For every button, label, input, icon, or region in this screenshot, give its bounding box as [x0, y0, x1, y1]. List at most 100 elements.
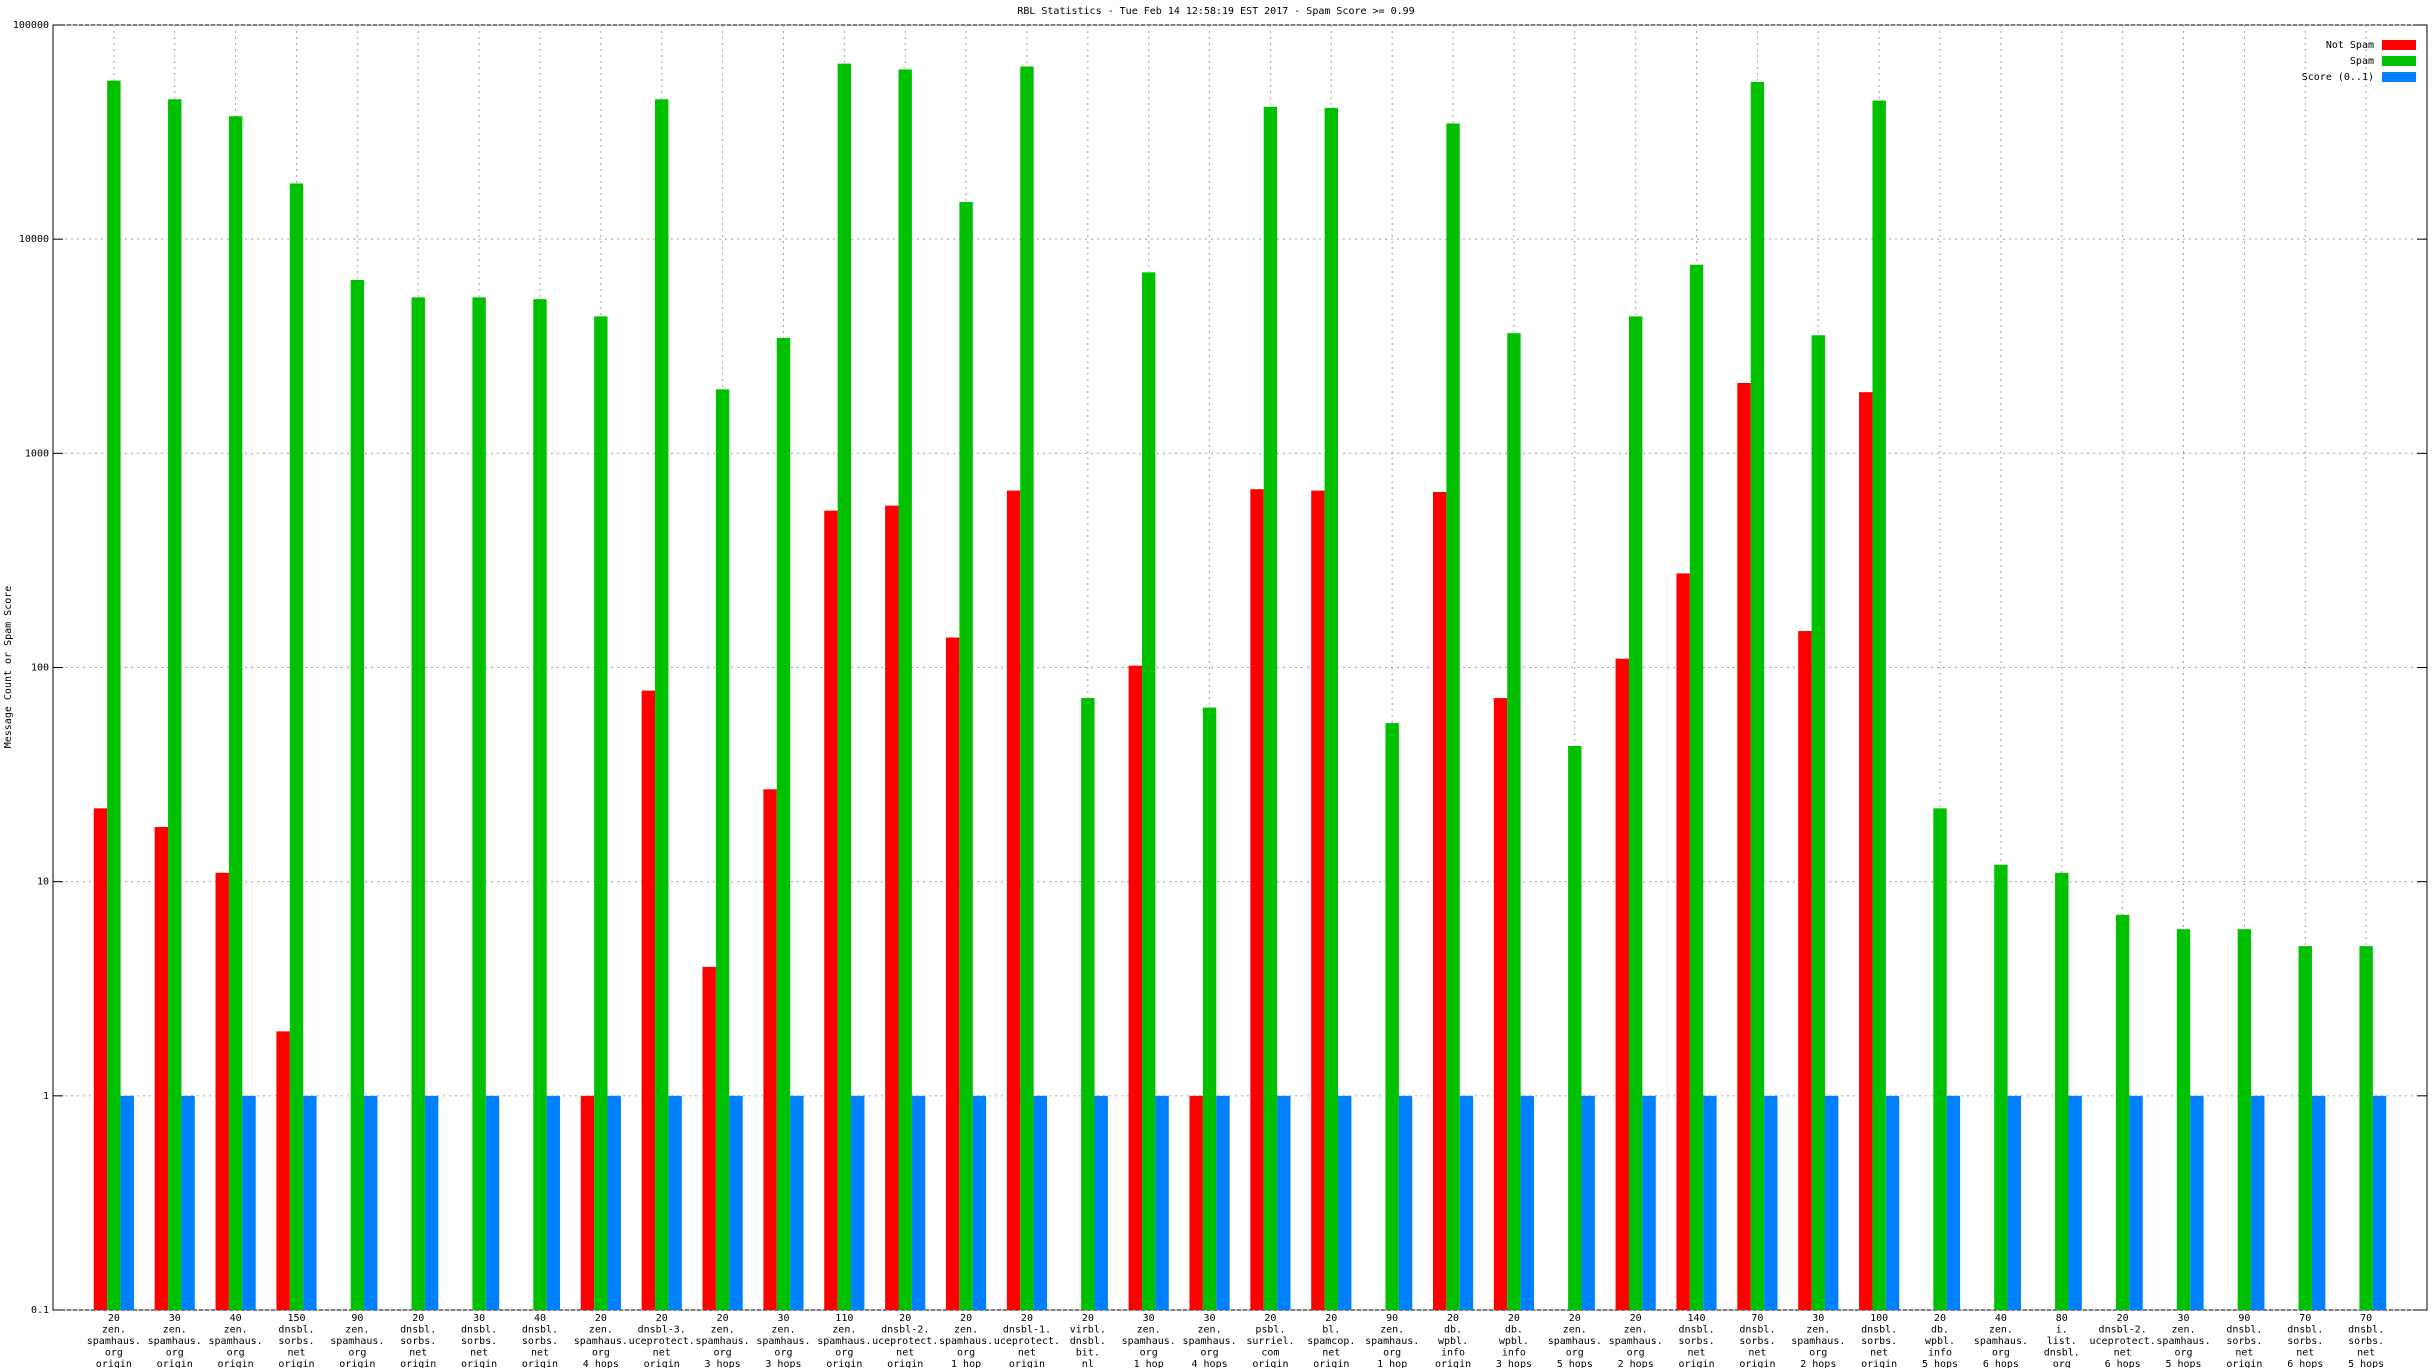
x-tick-label-line: org [714, 1348, 732, 1359]
bar [1081, 698, 1095, 1310]
x-tick-label-line: spamhaus. [695, 1336, 749, 1347]
x-tick-label-line: 30 [1143, 1313, 1155, 1324]
x-tick-label: 40 zen. spamhaus. org origin [209, 1313, 263, 1368]
bar [546, 1095, 561, 1310]
x-tick-label-line: zen. [1563, 1325, 1587, 1336]
bar [1568, 745, 1582, 1310]
bar [945, 637, 960, 1310]
x-tick-label-line: net [653, 1348, 671, 1359]
x-tick-label-line: net [2357, 1348, 2375, 1359]
bar [289, 183, 304, 1311]
x-tick-label-line: dnsbl. [1678, 1325, 1714, 1336]
bar [824, 510, 838, 1311]
x-tick-label-line: 100 [1870, 1313, 1888, 1324]
x-tick-label: 90 dnsbl. sorbs. net origin [2226, 1313, 2262, 1368]
x-tick-label: 20 zen. spamhaus. org 1 hop [939, 1313, 993, 1368]
x-tick-label: 20 db. wpbl. info 5 hops [1922, 1313, 1958, 1368]
x-tick-label-line: uceprotect. [872, 1336, 938, 1347]
x-tick-label: 20 db. wpbl. info origin [1435, 1313, 1471, 1368]
x-tick-label: 20 psbl. surriel. com origin [1246, 1313, 1294, 1368]
x-tick-label-line: bit. [1076, 1348, 1100, 1359]
bar [959, 202, 973, 1311]
x-tick-label: 30 zen. spamhaus. org 5 hops [2156, 1313, 2210, 1368]
x-tick-label-line: org [227, 1348, 245, 1359]
bar [837, 63, 852, 1310]
bar [1094, 1095, 1108, 1310]
x-tick-label-line: 30 [169, 1313, 181, 1324]
x-tick-label-line: dnsbl. [278, 1325, 314, 1336]
x-tick-label-line: zen. [1198, 1325, 1222, 1336]
bar [594, 316, 608, 1310]
x-tick-label-line: sorbs. [1861, 1336, 1897, 1347]
bar [729, 1095, 743, 1310]
bar [2115, 914, 2130, 1310]
x-tick-label: 70 dnsbl. sorbs. net 5 hops [2348, 1313, 2384, 1368]
x-tick-label-line: i. [2056, 1325, 2068, 1336]
bar [911, 1095, 926, 1310]
x-tick-label: 30 zen. spamhaus. org 1 hop [1122, 1313, 1176, 1368]
x-tick-label: 100 dnsbl. sorbs. net origin [1861, 1313, 1897, 1368]
x-tick-label-line: 20 [717, 1313, 729, 1324]
x-tick-label-line: zen. [224, 1325, 248, 1336]
bar [2068, 1095, 2082, 1310]
x-tick-label-line: nl [1082, 1359, 1094, 1368]
x-tick-label-line: org [105, 1348, 123, 1359]
x-tick-label-line: net [409, 1348, 427, 1359]
bar [533, 299, 547, 1310]
bar [1446, 123, 1460, 1311]
x-tick-label-line: zen. [832, 1325, 856, 1336]
x-tick-label-line: dnsbl. [400, 1325, 436, 1336]
x-tick-label-line: origin [887, 1359, 923, 1368]
bar [580, 1095, 595, 1310]
x-tick-label-line: 20 [1934, 1313, 1946, 1324]
x-tick-label-line: 140 [1688, 1313, 1706, 1324]
x-tick-label: 30 zen. spamhaus. org 4 hops [1182, 1313, 1236, 1368]
bar [1006, 490, 1021, 1311]
x-tick-label-line: origin [1861, 1359, 1897, 1368]
bar [790, 1095, 804, 1310]
x-tick-label-line: 20 [1264, 1313, 1276, 1324]
chart-title: RBL Statistics - Tue Feb 14 12:58:19 EST… [1017, 6, 1414, 17]
x-tick-label-line: 6 hops [1983, 1359, 2019, 1368]
x-tick-label: 70 dnsbl. sorbs. net 6 hops [2287, 1313, 2323, 1368]
x-tick-label-line: 20 [595, 1313, 607, 1324]
x-tick-label-line: dnsbl. [2226, 1325, 2262, 1336]
bar [1493, 698, 1508, 1310]
x-tick-label-line: 5 hops [2348, 1359, 2384, 1368]
x-tick-label-line: 20 [1021, 1313, 1033, 1324]
x-tick-label-line: uceprotect. [629, 1336, 695, 1347]
bar [472, 297, 486, 1310]
bar [898, 69, 912, 1311]
x-tick-label-line: sorbs. [522, 1336, 558, 1347]
x-tick-label-line: org [166, 1348, 184, 1359]
bar [1459, 1095, 1474, 1310]
bar [1020, 66, 1034, 1311]
bar [154, 826, 169, 1310]
x-tick-label-line: org [835, 1348, 853, 1359]
bar [641, 690, 656, 1310]
x-tick-label-line: zen. [589, 1325, 613, 1336]
x-tick-label-line: net [2235, 1348, 2253, 1359]
x-tick-label-line: spamhaus. [1791, 1336, 1845, 1347]
x-tick-label: 20 dnsbl. sorbs. net origin [400, 1313, 436, 1368]
bar [1385, 723, 1399, 1310]
x-tick-label-line: 20 [1630, 1313, 1642, 1324]
x-tick-label-line: 20 [412, 1313, 424, 1324]
x-tick-label-line: 3 hops [765, 1359, 801, 1368]
x-tick-label-line: wpbl. [1499, 1336, 1529, 1347]
bar [485, 1095, 500, 1310]
x-tick-label-line: origin [1739, 1359, 1775, 1368]
x-tick-label-line: 70 [2360, 1313, 2372, 1324]
bar [2372, 1095, 2387, 1310]
x-tick-label-line: spamhaus. [817, 1336, 871, 1347]
x-tick-label-line: origin [96, 1359, 132, 1368]
x-tick-label-line: 5 hops [1557, 1359, 1593, 1368]
bar [364, 1095, 378, 1310]
bar [2129, 1095, 2143, 1310]
x-tick-label-line: net [2296, 1348, 2314, 1359]
bar [1311, 490, 1325, 1311]
x-tick-label-line: zen. [1989, 1325, 2013, 1336]
bar [107, 80, 121, 1310]
x-tick-label-line: origin [1252, 1359, 1288, 1368]
x-tick-label-line: dnsbl. [2287, 1325, 2323, 1336]
